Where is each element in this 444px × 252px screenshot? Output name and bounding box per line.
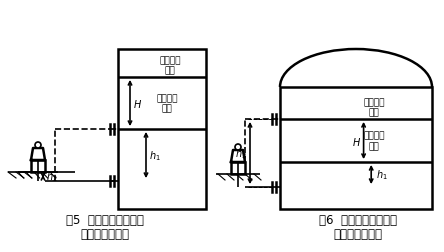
Polygon shape bbox=[31, 148, 45, 160]
Text: 最低测量
液位: 最低测量 液位 bbox=[156, 94, 178, 113]
Text: 安装方式应用五: 安装方式应用五 bbox=[80, 228, 130, 241]
Text: $h_2$: $h_2$ bbox=[46, 170, 58, 184]
Text: 最低测量
液位: 最低测量 液位 bbox=[364, 131, 385, 151]
Text: 图6  双法兰差压变送器: 图6 双法兰差压变送器 bbox=[319, 214, 397, 227]
Text: $h_3$: $h_3$ bbox=[235, 146, 247, 160]
Text: 最高测量
液位: 最高测量 液位 bbox=[364, 98, 385, 117]
Polygon shape bbox=[231, 150, 245, 162]
Text: 图5  双法兰差压变送器: 图5 双法兰差压变送器 bbox=[66, 214, 144, 227]
Bar bbox=[118, 50, 206, 209]
Bar bbox=[231, 162, 245, 174]
Circle shape bbox=[35, 142, 41, 148]
Text: $h_1$: $h_1$ bbox=[149, 148, 161, 162]
Text: 最高测量
液位: 最高测量 液位 bbox=[159, 56, 181, 75]
Text: $h_1$: $h_1$ bbox=[376, 168, 388, 182]
Bar bbox=[280, 88, 432, 209]
Text: $H$: $H$ bbox=[352, 135, 361, 147]
Text: $H$: $H$ bbox=[133, 98, 142, 110]
Bar bbox=[31, 160, 45, 172]
Circle shape bbox=[235, 144, 241, 150]
Text: 安装方式应用六: 安装方式应用六 bbox=[333, 228, 382, 241]
